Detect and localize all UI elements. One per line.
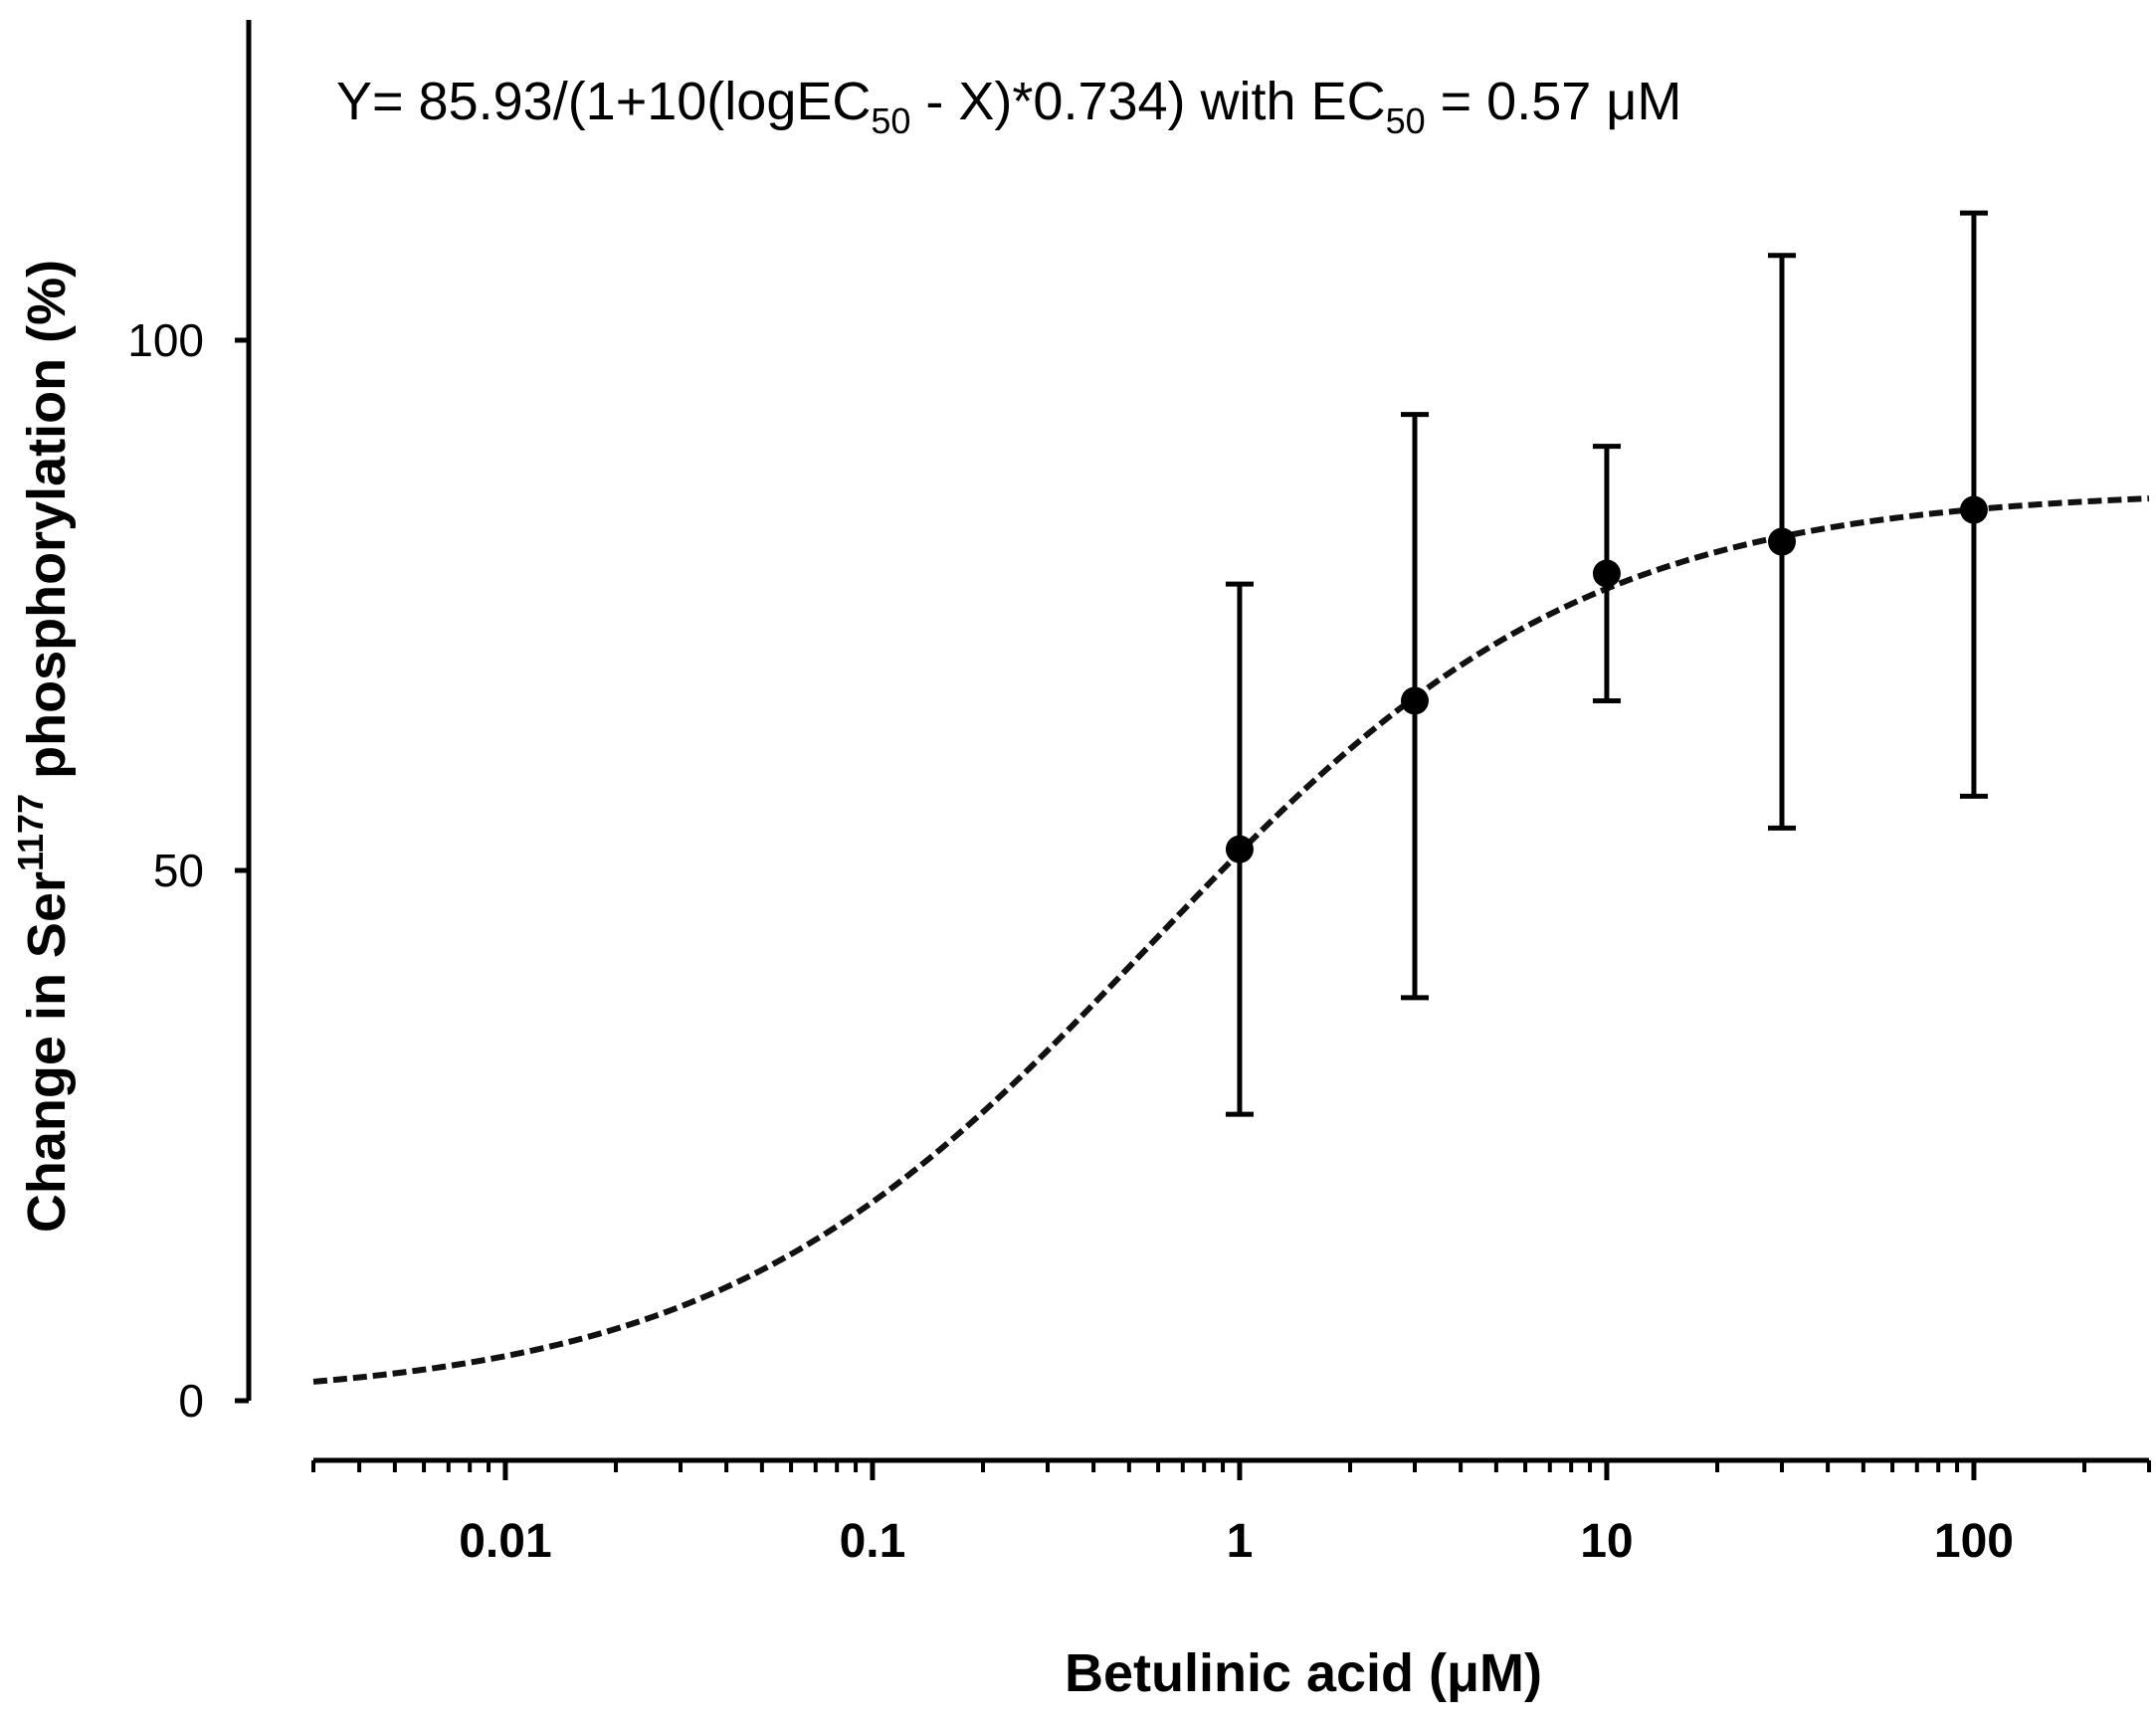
data-point-group — [1959, 210, 1988, 799]
x-tick-label: 100 — [1934, 1515, 2014, 1568]
fit-equation-annotation: Y= 85.93/(1+10(logEC50 - X)*0.734) with … — [336, 72, 1681, 141]
x-tick-label: 0.1 — [840, 1515, 906, 1568]
y-axis-title: Change in Ser1177 phosphorylation (%) — [10, 260, 77, 1233]
data-point — [1768, 527, 1796, 556]
x-axis-title: Betulinic acid (μM) — [1065, 1643, 1542, 1703]
data-point-group — [1768, 253, 1796, 831]
y-tick-label: 0 — [178, 1375, 204, 1427]
fit-curve-layer — [312, 495, 2150, 1385]
fit-curve — [312, 495, 2150, 1385]
x-tick-label: 1 — [1227, 1515, 1254, 1568]
data-point — [1959, 495, 1988, 524]
x-tick-label: 10 — [1580, 1515, 1633, 1568]
data-point-group — [1225, 581, 1254, 1117]
y-tick-label: 100 — [127, 314, 204, 366]
x-axis-ticks: 0.01 0.1 1 10 100 — [311, 1460, 2151, 1568]
data-point — [1401, 686, 1429, 715]
data-point — [1225, 835, 1254, 863]
x-tick-label: 0.01 — [459, 1515, 551, 1568]
data-point — [1592, 559, 1621, 588]
y-tick-label: 50 — [153, 845, 204, 896]
data-points-layer — [1225, 210, 1988, 1117]
y-axis-ticks: 0 50 100 — [127, 314, 249, 1427]
data-point-group — [1401, 412, 1429, 1001]
data-point-group — [1592, 444, 1621, 703]
